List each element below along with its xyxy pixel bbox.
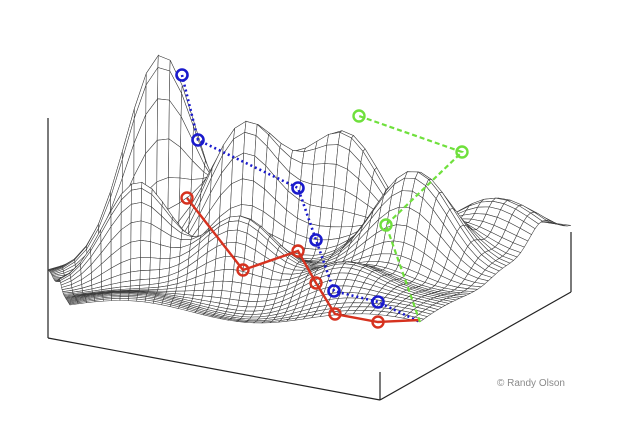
surface-cell (238, 292, 250, 302)
path-blue-line (180, 74, 421, 324)
surface-cell (214, 256, 226, 272)
path-green-marker (352, 109, 366, 123)
path-green-marker (379, 218, 393, 232)
surface-cell (309, 183, 324, 208)
surface-cell (102, 298, 112, 302)
surface-cell (156, 138, 170, 183)
path-blue (175, 68, 421, 324)
surface-cell (319, 206, 333, 227)
surface-cell (139, 278, 150, 286)
surface-cell (246, 301, 258, 308)
surface-cell (234, 242, 246, 259)
surface-cell (149, 269, 160, 280)
surface-cell (130, 239, 142, 260)
surface-cell (139, 269, 151, 280)
surface-cell (227, 220, 239, 232)
surface-cell (229, 291, 241, 301)
surface-cell (213, 269, 225, 282)
path-blue-marker (191, 133, 205, 147)
surface-cell (240, 282, 252, 295)
path-blue-marker (327, 284, 341, 298)
surface-cell (119, 298, 129, 301)
surface-cell (330, 208, 344, 228)
copyright-credit: © Randy Olson (497, 378, 565, 389)
surface-cell (212, 280, 224, 291)
surface-cell (203, 281, 215, 291)
surface-cell (127, 298, 138, 302)
surface-cell (159, 244, 171, 259)
surface-cell (306, 222, 320, 241)
surface-cell (140, 239, 151, 258)
path-green-marker (455, 145, 469, 159)
surface-cell (157, 67, 171, 101)
surface-cell (237, 300, 249, 308)
surface-cell (326, 132, 341, 146)
path-red-marker (371, 315, 385, 329)
box-edge-front-left (47, 337, 381, 401)
surface-cell (242, 152, 256, 182)
surface-wireframe (47, 54, 572, 324)
path-green-line (358, 114, 465, 323)
surface-cell (131, 188, 142, 205)
surface-cell (230, 178, 243, 209)
path-red-marker (180, 191, 194, 205)
surface-cell (324, 144, 339, 165)
path-green (352, 109, 469, 323)
surface-cell (220, 290, 232, 300)
surface-cell (333, 163, 348, 192)
path-red-line (186, 197, 421, 324)
surface-cell (320, 185, 335, 210)
surface-cell (130, 257, 141, 273)
path-blue-marker (371, 295, 385, 309)
surface-cell (222, 269, 235, 282)
bounding-box (47, 118, 572, 401)
surface-cell (150, 241, 161, 259)
surface-cell (130, 270, 141, 282)
path-red-marker (309, 276, 323, 290)
surface-cell (230, 281, 243, 294)
surface-cell (241, 178, 254, 207)
path-red-marker (328, 307, 342, 321)
surface-cell (247, 293, 260, 302)
surface-cell (311, 163, 326, 186)
path-blue-marker (291, 181, 305, 195)
surface-cell (332, 186, 346, 212)
surface-cell (111, 298, 121, 301)
surface-cell (226, 229, 238, 244)
surface-cell (249, 284, 261, 296)
surface-cell (140, 220, 152, 243)
surface-cell (149, 257, 161, 271)
surface-cell (130, 220, 142, 243)
surface-cell (302, 248, 317, 256)
surface-cell (243, 131, 257, 157)
surface-cell (221, 280, 233, 292)
surface-cell (140, 257, 151, 271)
surface-cell (130, 202, 142, 224)
surface-cell (156, 98, 170, 141)
surface-cell (308, 204, 322, 227)
path-red-marker (236, 263, 250, 277)
path-blue-marker (175, 68, 189, 82)
path-red (180, 191, 421, 329)
path-blue-marker (309, 233, 323, 247)
path-red-marker (291, 244, 305, 258)
box-edge-front-right (379, 291, 572, 401)
